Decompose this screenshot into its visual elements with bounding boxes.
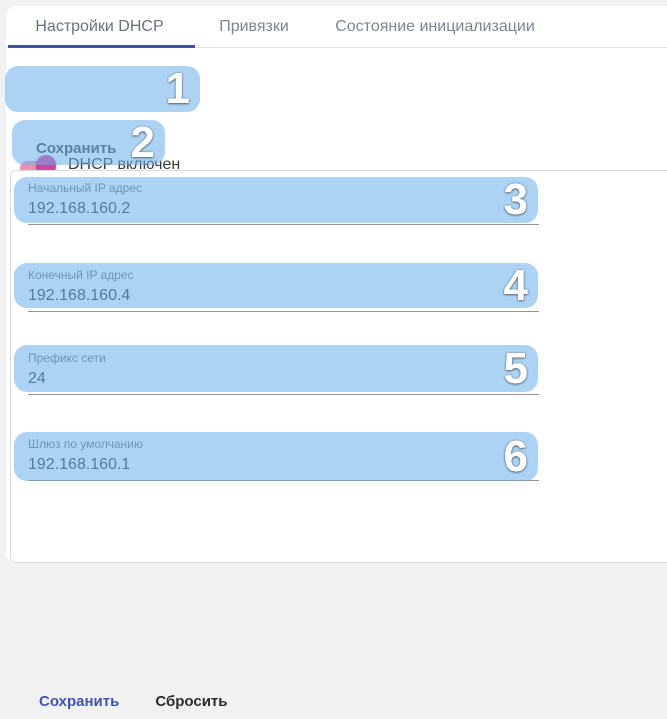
default-gateway-input[interactable] [28,455,539,481]
default-gateway-label: Шлюз по умолчанию [28,437,143,451]
tab-bar: Настройки DHCP Привязки Состояние инициа… [6,6,667,48]
active-tab-indicator [8,45,195,48]
dhcp-settings-page: { "tabs": [ { "label": "Настройки DHCP",… [5,6,667,710]
tab-bindings-label: Привязки [219,17,289,35]
save-button[interactable]: Сохранить [31,683,127,719]
tab-init-state[interactable]: Состояние инициализации [315,6,555,47]
end-ip-input[interactable] [28,286,539,312]
tab-bindings[interactable]: Привязки [193,6,315,47]
save-button-top[interactable]: Сохранить [20,129,132,167]
tab-init-state-label: Состояние инициализации [335,17,535,35]
end-ip-label: Конечный IP адрес [28,268,134,282]
start-ip-input[interactable] [28,199,539,225]
start-ip-field: Начальный IP адрес [28,181,539,229]
dhcp-form-card: Начальный IP адрес Конечный IP адрес Пре… [10,170,667,710]
reset-button[interactable]: Сбросить [147,683,235,719]
default-gateway-field: Шлюз по умолчанию [28,437,539,485]
form-actions: Сохранить Сбросить [31,683,236,719]
network-prefix-input[interactable] [28,369,539,395]
tab-dhcp-settings-label: Настройки DHCP [35,17,164,35]
network-prefix-label: Префикс сети [28,351,106,365]
network-prefix-field: Префикс сети [28,351,539,399]
tab-dhcp-settings[interactable]: Настройки DHCP [6,6,195,48]
start-ip-label: Начальный IP адрес [28,181,143,195]
end-ip-field: Конечный IP адрес [28,268,539,316]
